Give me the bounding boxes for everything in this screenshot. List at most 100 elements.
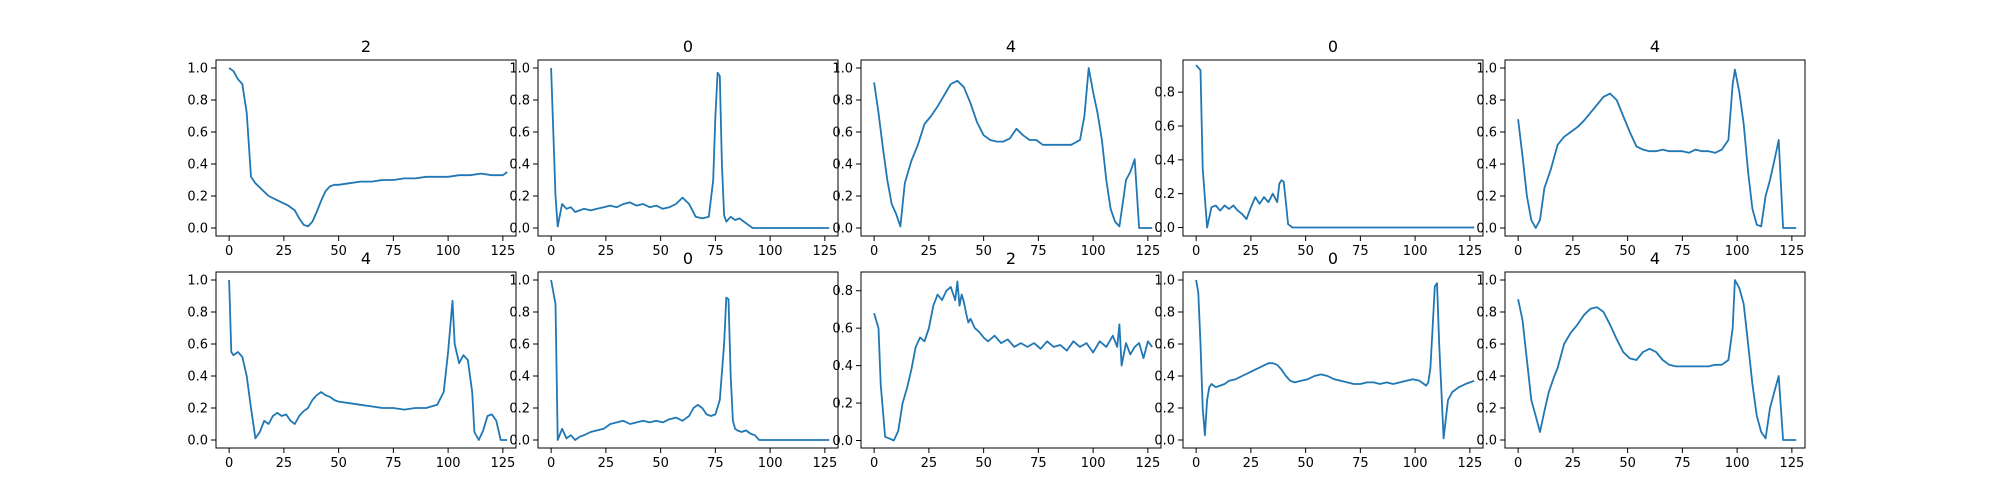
x-tick-label: 75 bbox=[385, 456, 402, 471]
panel-title: 2 bbox=[1006, 249, 1016, 268]
x-tick-label: 50 bbox=[330, 456, 347, 471]
y-tick-label: 0.8 bbox=[509, 94, 530, 109]
y-tick-label: 0.2 bbox=[1154, 402, 1175, 417]
y-tick-label: 0.6 bbox=[509, 126, 530, 141]
x-tick-label: 0 bbox=[1192, 456, 1200, 471]
y-tick-label: 0.0 bbox=[832, 222, 853, 237]
x-tick-label: 25 bbox=[276, 244, 293, 259]
axes-frame bbox=[1182, 59, 1484, 237]
x-tick-label: 75 bbox=[1352, 244, 1369, 259]
y-tick-label: 0.2 bbox=[1476, 402, 1497, 417]
x-tick-label: 125 bbox=[1457, 456, 1482, 471]
y-tick-label: 0.8 bbox=[1154, 306, 1175, 321]
x-tick-label: 0 bbox=[225, 456, 233, 471]
y-tick-label: 0.4 bbox=[187, 158, 208, 173]
axes-frame bbox=[860, 271, 1162, 449]
y-tick-label: 0.0 bbox=[832, 434, 853, 449]
x-tick-label: 25 bbox=[1243, 456, 1260, 471]
x-tick-label: 0 bbox=[225, 244, 233, 259]
x-tick-label: 25 bbox=[921, 456, 938, 471]
y-tick-label: 0.2 bbox=[832, 397, 853, 412]
y-tick-label: 1.0 bbox=[1476, 62, 1497, 77]
x-tick-label: 75 bbox=[707, 244, 724, 259]
x-tick-label: 50 bbox=[1619, 244, 1636, 259]
x-tick-label: 50 bbox=[975, 244, 992, 259]
y-tick-label: 0.8 bbox=[1476, 306, 1497, 321]
y-tick-label: 0.8 bbox=[187, 306, 208, 321]
y-tick-label: 0.0 bbox=[187, 222, 208, 237]
axes-frame bbox=[215, 59, 517, 237]
y-tick-label: 0.4 bbox=[832, 359, 853, 374]
x-tick-label: 50 bbox=[975, 456, 992, 471]
y-tick-label: 0.8 bbox=[187, 94, 208, 109]
y-tick-label: 1.0 bbox=[187, 62, 208, 77]
series-line bbox=[228, 279, 508, 441]
axes-frame bbox=[1504, 271, 1806, 449]
y-tick-label: 0.6 bbox=[1154, 120, 1175, 135]
x-tick-label: 0 bbox=[547, 244, 555, 259]
x-tick-label: 125 bbox=[1779, 456, 1804, 471]
x-tick-label: 125 bbox=[1135, 244, 1160, 259]
x-tick-label: 0 bbox=[1514, 456, 1522, 471]
y-tick-label: 0.2 bbox=[509, 402, 530, 417]
y-tick-label: 0.2 bbox=[509, 190, 530, 205]
x-tick-label: 100 bbox=[1403, 456, 1428, 471]
x-tick-label: 125 bbox=[490, 244, 515, 259]
y-tick-label: 1.0 bbox=[509, 274, 530, 289]
series-line bbox=[1195, 279, 1475, 440]
y-tick-label: 0.4 bbox=[509, 158, 530, 173]
y-tick-label: 0.2 bbox=[187, 402, 208, 417]
y-tick-label: 0.6 bbox=[1476, 338, 1497, 353]
x-tick-label: 25 bbox=[1565, 456, 1582, 471]
panel-title: 4 bbox=[1006, 37, 1016, 56]
x-tick-label: 75 bbox=[385, 244, 402, 259]
x-tick-label: 25 bbox=[921, 244, 938, 259]
panel-7: 0 0 25 50 75 100 125 0.0 0.2 0.4 0.6 0.8 1.0 bbox=[509, 249, 839, 471]
axes-frame bbox=[537, 271, 839, 449]
x-tick-label: 100 bbox=[1081, 456, 1106, 471]
x-tick-label: 0 bbox=[870, 244, 878, 259]
y-tick-label: 0.4 bbox=[1154, 370, 1175, 385]
x-tick-label: 125 bbox=[812, 456, 837, 471]
x-tick-label: 25 bbox=[276, 456, 293, 471]
x-tick-label: 100 bbox=[1081, 244, 1106, 259]
x-tick-label: 125 bbox=[812, 244, 837, 259]
x-tick-label: 125 bbox=[1779, 244, 1804, 259]
x-tick-label: 100 bbox=[436, 244, 461, 259]
panel-title: 4 bbox=[361, 249, 371, 268]
series-line bbox=[550, 279, 830, 441]
x-tick-label: 125 bbox=[1135, 456, 1160, 471]
x-tick-label: 75 bbox=[1352, 456, 1369, 471]
x-tick-label: 50 bbox=[652, 244, 669, 259]
axes-frame bbox=[1504, 59, 1806, 237]
y-tick-label: 1.0 bbox=[1154, 274, 1175, 289]
x-tick-label: 25 bbox=[598, 456, 615, 471]
y-tick-label: 0.0 bbox=[1154, 434, 1175, 449]
y-tick-label: 0.8 bbox=[1476, 94, 1497, 109]
x-tick-label: 0 bbox=[547, 456, 555, 471]
y-tick-label: 1.0 bbox=[187, 274, 208, 289]
x-tick-label: 100 bbox=[436, 456, 461, 471]
panel-8: 2 0 25 50 75 100 125 0.0 0.2 0.4 0.6 0.8 bbox=[832, 249, 1162, 471]
x-tick-label: 75 bbox=[707, 456, 724, 471]
y-tick-label: 0.6 bbox=[1476, 126, 1497, 141]
series-line bbox=[1195, 64, 1475, 229]
y-tick-label: 0.4 bbox=[187, 370, 208, 385]
series-line bbox=[873, 67, 1153, 229]
y-tick-label: 0.0 bbox=[1476, 222, 1497, 237]
panel-6: 4 0 25 50 75 100 125 0.0 0.2 0.4 0.6 0.8 1.0 bbox=[187, 249, 517, 471]
y-tick-label: 0.2 bbox=[1476, 190, 1497, 205]
y-tick-label: 0.4 bbox=[1154, 153, 1175, 168]
axes-frame bbox=[860, 59, 1162, 237]
x-tick-label: 50 bbox=[652, 456, 669, 471]
x-tick-label: 50 bbox=[1297, 456, 1314, 471]
y-tick-label: 0.8 bbox=[1154, 86, 1175, 101]
x-tick-label: 125 bbox=[490, 456, 515, 471]
y-tick-label: 0.8 bbox=[832, 94, 853, 109]
y-tick-label: 0.0 bbox=[509, 222, 530, 237]
y-tick-label: 0.2 bbox=[832, 190, 853, 205]
x-tick-label: 100 bbox=[1725, 244, 1750, 259]
y-tick-label: 1.0 bbox=[832, 62, 853, 77]
y-tick-label: 0.6 bbox=[832, 322, 853, 337]
